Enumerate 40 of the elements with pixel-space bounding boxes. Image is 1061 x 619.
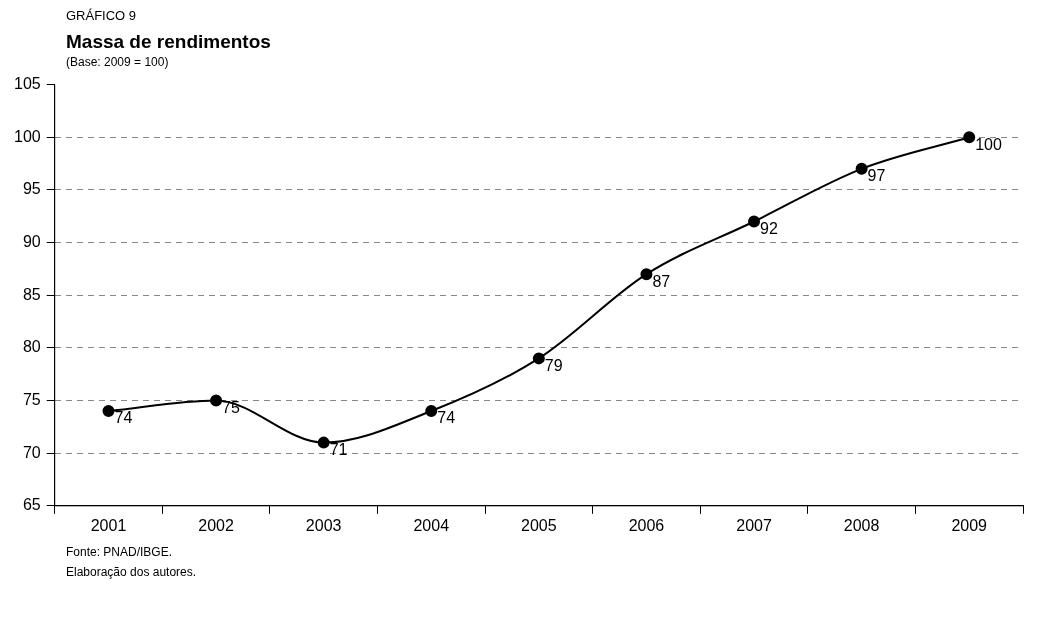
x-tick-label: 2003 [305,516,342,534]
x-tick-label: 2002 [198,516,234,534]
point [102,405,115,418]
y-tick-label: 65 [22,496,41,514]
point [425,405,438,418]
y-tick-label: 90 [22,232,41,250]
point [640,268,653,281]
chart-title: Massa de rendimentos [66,31,272,53]
x-tick-label: 2007 [736,516,772,534]
x-tick-label: 2006 [628,516,665,534]
source-note: Fonte: PNAD/IBGE. [66,545,174,559]
y-tick-label: 70 [22,443,41,461]
point [748,215,761,228]
x-tick-label: 2005 [521,516,557,534]
point [210,394,223,407]
x-tick-label: 2001 [90,516,127,534]
x-tick-label: 2009 [951,516,988,534]
data-label: 87 [652,272,671,290]
text: GRÁFICO 9 [66,8,138,23]
data-label: 100 [975,135,1002,153]
x-tick-label: 2008 [843,516,880,534]
y-tick-label: 80 [22,338,41,356]
data-label: 92 [760,219,778,237]
data-label: 74 [114,409,133,427]
point [963,131,976,144]
y-tick-label: 85 [22,285,41,303]
x-tick-label: 2004 [413,516,450,534]
y-tick-label: 105 [13,75,41,93]
data-label: 97 [867,167,886,185]
point [855,162,868,175]
point [317,436,330,449]
data-label: 74 [437,409,456,427]
chart-subtitle: (Base: 2009 = 100) [66,55,170,69]
point [532,352,545,365]
text: Elaboração dos autores. [66,565,198,579]
y-tick-label: 100 [13,127,41,145]
data-label: 71 [329,441,348,459]
y-tick-label: 95 [22,180,41,198]
y-tick-label: 75 [22,390,41,408]
data-label: 79 [544,356,563,374]
